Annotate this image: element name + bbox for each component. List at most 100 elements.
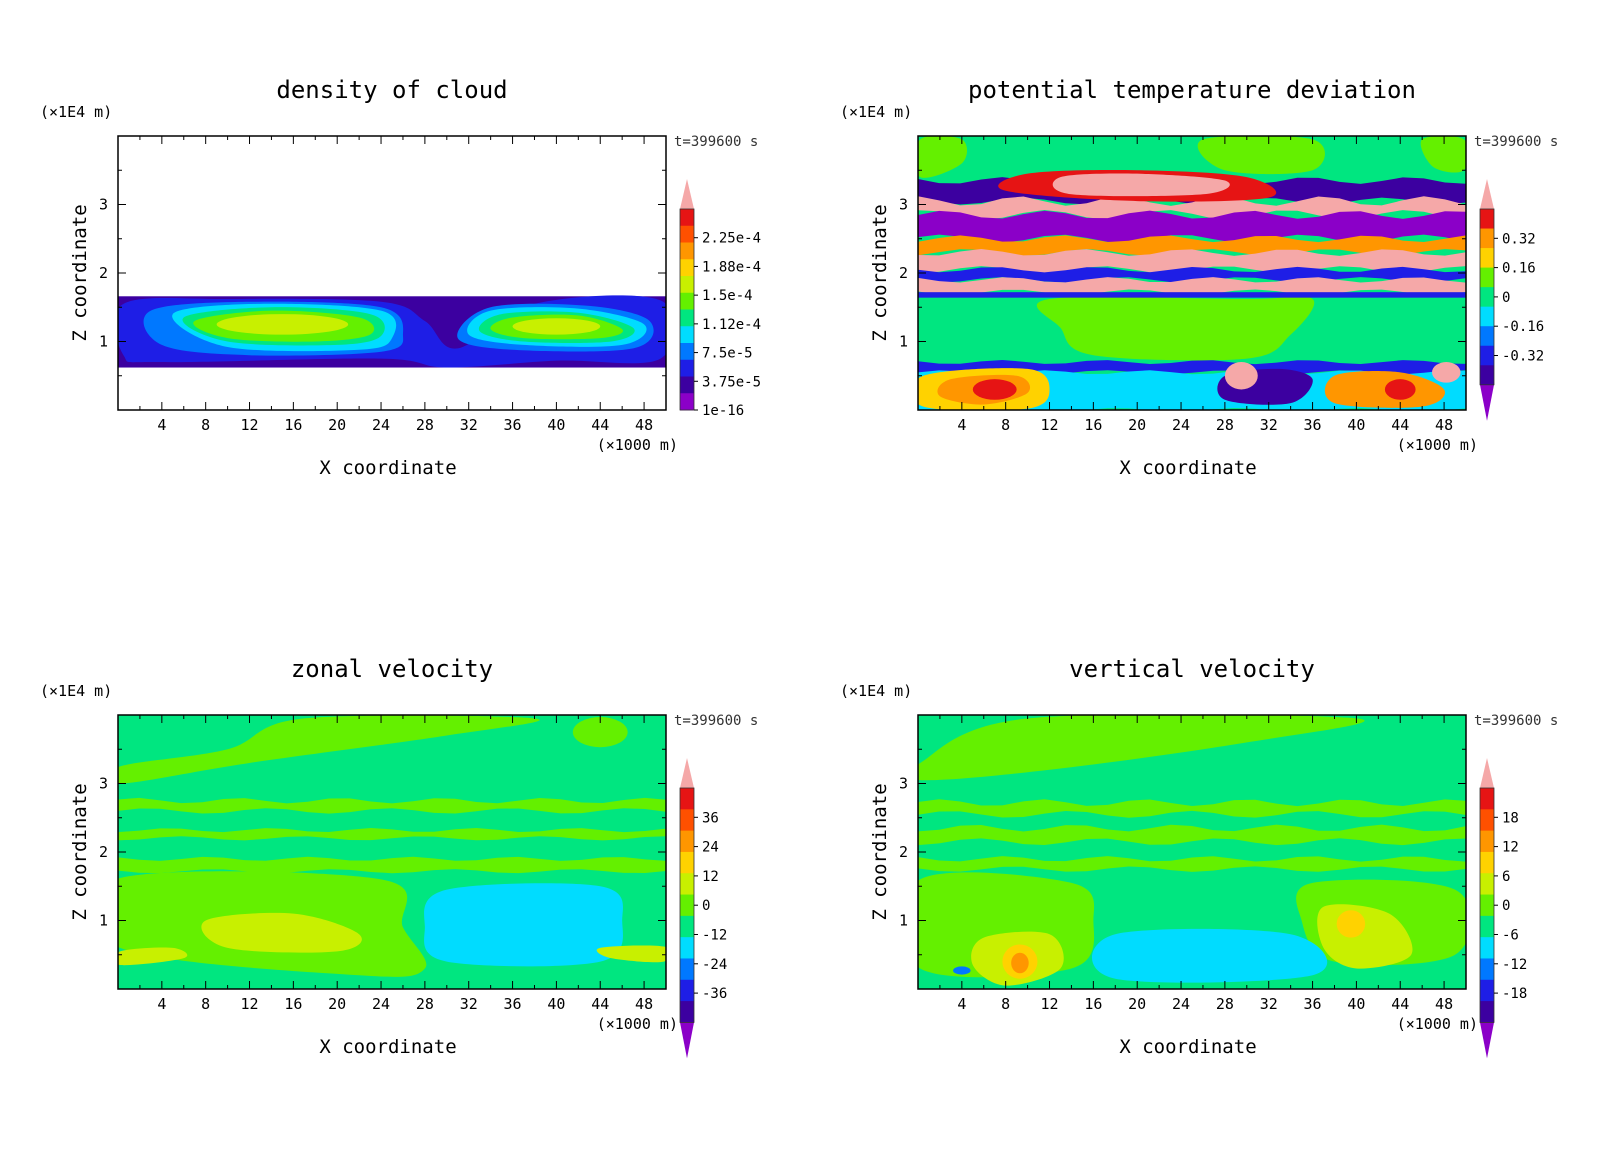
y-unit-label: (×1E4 m) (40, 682, 112, 700)
x-axis-label: X coordinate (319, 457, 456, 479)
colorbar-swatch (680, 242, 694, 260)
time-label: t=399600 s (1474, 713, 1558, 729)
colorbar-label: -24 (702, 957, 727, 973)
contour-field (118, 295, 666, 368)
x-tick-label: 36 (1304, 995, 1322, 1013)
plot-background (118, 136, 666, 410)
x-tick-label: 44 (591, 995, 609, 1013)
colorbar: 2.25e-4 1.88e-4 1.5e-4 1.12e-4 7.5e-5 3.75e-5… (679, 179, 761, 419)
y-tick-label: 1 (99, 333, 108, 351)
colorbar-swatch (1480, 894, 1494, 917)
x-tick-label: 24 (372, 416, 390, 434)
x-tick-label: 4 (957, 995, 966, 1013)
colorbar-frame (679, 208, 695, 411)
y-unit-label: (×1E4 m) (40, 103, 112, 121)
colorbar-top-arrow (680, 758, 694, 788)
x-tick-label: 28 (1216, 416, 1234, 434)
y-tick-label: 2 (899, 264, 908, 282)
colorbar-swatch (680, 343, 694, 361)
colorbar-label: 1.5e-4 (702, 288, 753, 304)
y-unit-label: (×1E4 m) (840, 682, 912, 700)
w-region-orange (1011, 952, 1029, 974)
chart-title: density of cloud (276, 76, 507, 104)
contour-field (918, 715, 1466, 989)
y-tick-label: 3 (99, 775, 108, 793)
x-tick-label: 16 (1084, 995, 1102, 1013)
y-tick-label: 2 (899, 843, 908, 861)
colorbar-label: 0 (1502, 898, 1510, 914)
u-band-lime (118, 797, 666, 814)
potential-temperature-chart: potential temperature deviation (×1E4 m) t… (840, 76, 1558, 479)
colorbar-label: 3.75e-5 (702, 374, 761, 390)
colorbar-label: 7.5e-5 (702, 346, 753, 362)
x-tick-label: 32 (1260, 995, 1278, 1013)
x-tick-label: 12 (240, 995, 258, 1013)
colorbar-bottom-arrow (1480, 1022, 1494, 1059)
theta-region-pink (1224, 362, 1258, 390)
colorbar-label: -12 (702, 928, 727, 944)
colorbar-swatch (680, 958, 694, 981)
chart-title: vertical velocity (1069, 655, 1315, 683)
x-tick-label: 4 (157, 995, 166, 1013)
x-axis-label: X coordinate (319, 1036, 456, 1058)
colorbar-swatch (1480, 209, 1494, 230)
x-tick-label: 32 (460, 995, 478, 1013)
colorbar: 0.32 0.16 0 -0.16 -0.32 (1479, 179, 1544, 421)
x-tick-label: 16 (284, 416, 302, 434)
x-unit-label: (×1000 m) (597, 1015, 678, 1033)
colorbar-label: 0.16 (1502, 261, 1536, 277)
panel-zonal-velocity: zonal velocity (×1E4 m) t=399600 s 4 8 12 16 20… (0, 579, 800, 1158)
colorbar-swatch (680, 209, 694, 227)
w-region-cyan (1091, 928, 1328, 983)
colorbar-swatch (1480, 306, 1494, 327)
y-unit-label: (×1E4 m) (840, 103, 912, 121)
x-tick-label: 20 (328, 416, 346, 434)
x-unit-label: (×1000 m) (1397, 1015, 1478, 1033)
x-tick-label: 12 (240, 416, 258, 434)
u-region-lime (118, 715, 540, 784)
colorbar-swatch (1480, 326, 1494, 347)
colorbar-label: 1.12e-4 (702, 317, 761, 333)
w-band-lime (918, 824, 1466, 846)
x-tick-label: 16 (1084, 416, 1102, 434)
panel-cloud-density: density of cloud (×1E4 m) t=399600 s 4 8 12 16… (0, 0, 800, 579)
colorbar-swatch (1480, 267, 1494, 288)
colorbar-label: -12 (1502, 957, 1527, 973)
x-tick-label: 8 (1001, 995, 1010, 1013)
colorbar-swatch (680, 376, 694, 394)
cloud-core (216, 314, 349, 335)
y-axis-label: Z coordinate (869, 783, 891, 920)
colorbar-swatch (680, 830, 694, 853)
colorbar-swatch (1480, 287, 1494, 308)
x-tick-label: 32 (1260, 416, 1278, 434)
x-tick-label: 12 (1040, 416, 1058, 434)
u-region-yellowgreen (201, 912, 362, 953)
theta-band-purple (918, 210, 1466, 243)
x-tick-label: 20 (1128, 995, 1146, 1013)
y-tick-label: 1 (99, 912, 108, 930)
colorbar-swatch (1480, 809, 1494, 832)
colorbar-swatch (680, 851, 694, 874)
colorbar-swatch (1480, 830, 1494, 853)
time-label: t=399600 s (1474, 134, 1558, 150)
x-tick-label: 24 (372, 995, 390, 1013)
colorbar-swatch (1480, 937, 1494, 959)
colorbar-swatch (680, 1001, 694, 1023)
x-tick-label: 4 (957, 416, 966, 434)
x-tick-label: 28 (1216, 995, 1234, 1013)
x-tick-label: 28 (416, 416, 434, 434)
zonal-velocity-chart: zonal velocity(×1E4 m)t=399600 s4 8 12 16 20… (40, 655, 758, 1059)
colorbar-label: -36 (702, 986, 727, 1002)
colorbar-swatch (680, 873, 694, 896)
y-tick-label: 1 (899, 333, 908, 351)
x-tick-label: 8 (201, 416, 210, 434)
x-tick-label: 4 (157, 416, 166, 434)
x-tick-label: 16 (284, 995, 302, 1013)
x-tick-label: 32 (460, 416, 478, 434)
colorbar-top-arrow (680, 179, 694, 209)
colorbar-swatch (680, 937, 694, 959)
y-tick-label: 3 (899, 196, 908, 214)
colorbar-top-arrow (1480, 179, 1494, 209)
x-tick-label: 44 (1391, 995, 1409, 1013)
y-tick-label: 3 (899, 775, 908, 793)
